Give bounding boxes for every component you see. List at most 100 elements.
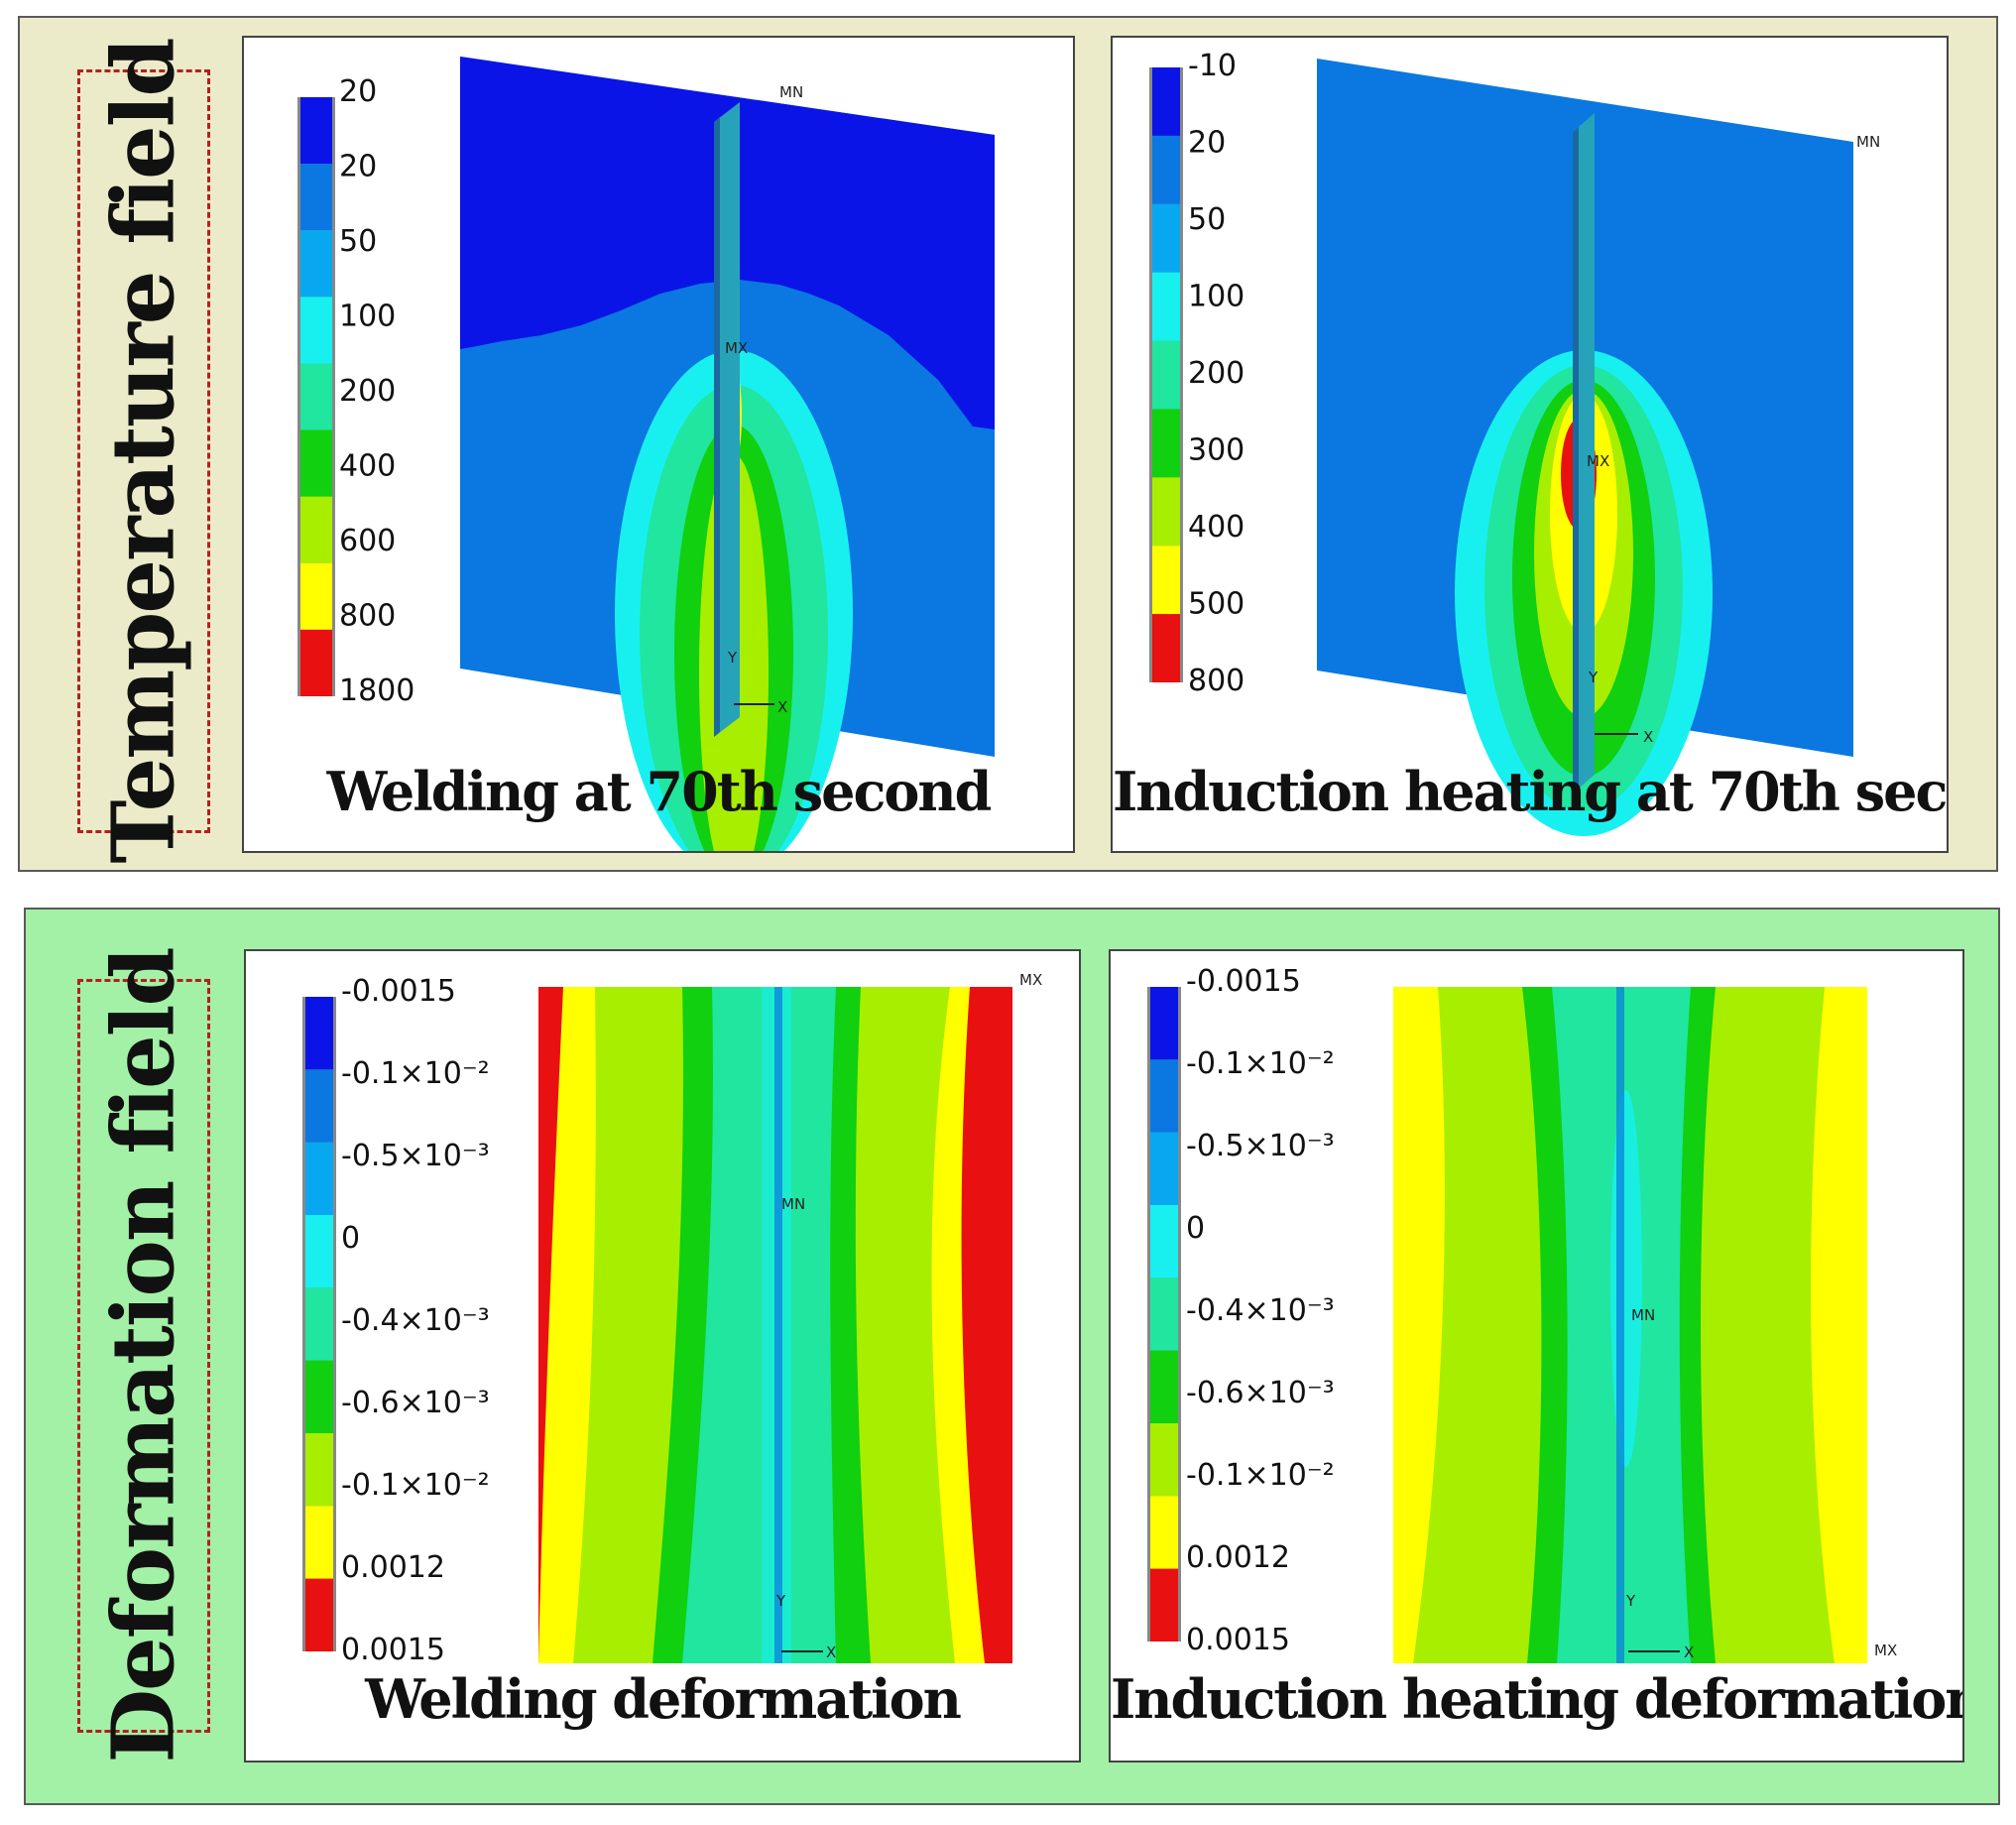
legend-tick-label: -10 (1188, 49, 1237, 83)
welding-temperature-plot: 20 20 50 100 200 400 600 800 1800 MN MX Y X (297, 57, 995, 851)
legend-tick-label: 20 (339, 150, 377, 184)
legend-swatch (1152, 135, 1180, 204)
legend-swatch (1150, 1059, 1178, 1133)
legend-swatch (1150, 1205, 1178, 1278)
legend-swatch (305, 997, 333, 1070)
temperature-field-section: Temperature field 20 20 50 100 200 400 600 800 1… (18, 16, 1998, 872)
induction-deformation-plot: -0.0015 -0.1×10⁻² -0.5×10⁻³ 0 -0.4×10⁻³ -0.6×… (1147, 964, 1897, 1663)
legend-swatch (1152, 203, 1180, 273)
legend-swatch (1152, 67, 1180, 136)
deformation-field-label-text: Deformation field (93, 948, 194, 1764)
legend-tick-label: -0.6×10⁻³ (1186, 1376, 1335, 1410)
legend-swatch (305, 1215, 333, 1288)
mn-marker: MN (1631, 1306, 1655, 1324)
mn-marker: MN (1856, 133, 1880, 151)
y-axis-marker: Y (1588, 669, 1599, 686)
legend-tick-label: -0.1×10⁻² (1186, 1458, 1335, 1493)
welding-deformation-panel: -0.0015 -0.1×10⁻² -0.5×10⁻³ 0 -0.4×10⁻³ -0.6×… (244, 949, 1081, 1763)
legend-tick-label: 20 (339, 74, 377, 109)
welding-temperature-caption: Welding at 70th second (326, 760, 993, 823)
legend-swatch (300, 97, 332, 165)
mx-marker: MX (1019, 971, 1042, 989)
temperature-legend-bar: 20 20 50 100 200 400 600 800 1800 (297, 74, 415, 708)
legend-swatch (1150, 1278, 1178, 1351)
legend-swatch (1152, 409, 1180, 478)
legend-swatch (1150, 1132, 1178, 1205)
mn-marker: MN (781, 1195, 805, 1213)
legend-tick-label: 100 (1188, 280, 1245, 314)
legend-swatch (300, 164, 332, 231)
legend-swatch (305, 1069, 333, 1143)
legend-tick-label: 100 (339, 300, 396, 334)
deformation-field-label: Deformation field (77, 948, 210, 1764)
legend-tick-label: 600 (339, 524, 396, 558)
legend-swatch (300, 230, 332, 298)
legend-tick-label: -0.0015 (1186, 964, 1301, 999)
legend-swatch (305, 1433, 333, 1507)
legend-tick-label: -0.1×10⁻² (341, 1056, 490, 1091)
legend-tick-label: 300 (1188, 433, 1245, 468)
legend-swatch (1152, 477, 1180, 547)
welding-deformation-plot: -0.0015 -0.1×10⁻² -0.5×10⁻³ 0 -0.4×10⁻³ -0.6×… (302, 971, 1042, 1667)
welding-temperature-panel: 20 20 50 100 200 400 600 800 1800 MN MX Y X Weld… (242, 36, 1075, 853)
mx-marker: MX (725, 339, 748, 357)
legend-swatch (305, 1360, 333, 1433)
legend-swatch (300, 629, 332, 696)
legend-swatch (305, 1287, 333, 1361)
legend-tick-label: 0.0012 (341, 1550, 445, 1585)
y-axis-marker: Y (727, 649, 738, 667)
temperature-field-label: Temperature field (77, 39, 210, 864)
legend-swatch (1150, 987, 1178, 1060)
legend-swatch (1150, 1496, 1178, 1569)
legend-tick-label: 20 (1188, 126, 1226, 161)
legend-tick-label: 200 (1188, 356, 1245, 391)
deformation-contour (1393, 987, 1867, 1663)
x-axis-marker: X (1684, 1643, 1694, 1661)
legend-tick-label: -0.5×10⁻³ (1186, 1129, 1335, 1163)
legend-tick-label: -0.0015 (341, 974, 456, 1009)
legend-tick-label: 0 (341, 1221, 360, 1256)
induction-temperature-caption: Induction heating at 70th second (1113, 760, 1947, 823)
deformation-field-section: Deformation field -0.0015 -0.1×10⁻² -0.5×1… (24, 908, 2000, 1805)
legend-swatch (300, 363, 332, 430)
deformation-legend-bar: -0.0015 -0.1×10⁻² -0.5×10⁻³ 0 -0.4×10⁻³ -0.6×… (302, 974, 490, 1667)
temperature-field-label-text: Temperature field (93, 39, 194, 864)
legend-swatch (300, 429, 332, 497)
y-axis-marker: Y (775, 1592, 786, 1610)
mn-marker: MN (779, 83, 803, 101)
legend-tick-label: 0 (1186, 1211, 1205, 1246)
legend-tick-label: 50 (1188, 202, 1226, 237)
legend-swatch (300, 496, 332, 563)
welding-deformation-caption: Welding deformation (365, 1667, 962, 1731)
temperature-legend-bar: -10 20 50 100 200 300 400 500 800 (1149, 49, 1245, 698)
legend-swatch (1152, 614, 1180, 682)
legend-tick-label: -0.6×10⁻³ (341, 1386, 490, 1420)
stiffener (714, 102, 740, 737)
legend-tick-label: 0.0012 (1186, 1540, 1290, 1575)
y-axis-marker: Y (1625, 1592, 1636, 1610)
legend-tick-label: 800 (339, 599, 396, 634)
legend-tick-label: 800 (1188, 664, 1245, 698)
legend-tick-label: 500 (1188, 587, 1245, 622)
legend-swatch (1150, 1423, 1178, 1497)
legend-tick-label: -0.4×10⁻³ (1186, 1293, 1335, 1328)
induction-deformation-caption: Induction heating deformation (1111, 1667, 1964, 1731)
legend-swatch (1150, 1568, 1178, 1642)
legend-tick-label: 400 (339, 449, 396, 484)
legend-swatch (300, 297, 332, 364)
legend-tick-label: 200 (339, 374, 396, 409)
mx-marker: MX (1874, 1642, 1897, 1659)
induction-deformation-panel: -0.0015 -0.1×10⁻² -0.5×10⁻³ 0 -0.4×10⁻³ -0.6×… (1109, 949, 1964, 1763)
induction-temperature-plot: -10 20 50 100 200 300 400 500 800 MN MX Y X (1149, 49, 1880, 836)
induction-temperature-panel: -10 20 50 100 200 300 400 500 800 MN MX Y X Indu… (1111, 36, 1949, 853)
legend-swatch (1150, 1350, 1178, 1423)
legend-tick-label: 50 (339, 224, 377, 259)
legend-swatch (300, 562, 332, 630)
legend-tick-label: 1800 (339, 673, 415, 708)
legend-swatch (305, 1142, 333, 1215)
legend-tick-label: 400 (1188, 510, 1245, 545)
legend-swatch (305, 1506, 333, 1579)
legend-tick-label: 0.0015 (1186, 1623, 1290, 1657)
deformation-legend-bar: -0.0015 -0.1×10⁻² -0.5×10⁻³ 0 -0.4×10⁻³ -0.6×… (1147, 964, 1335, 1657)
legend-swatch (1152, 340, 1180, 410)
